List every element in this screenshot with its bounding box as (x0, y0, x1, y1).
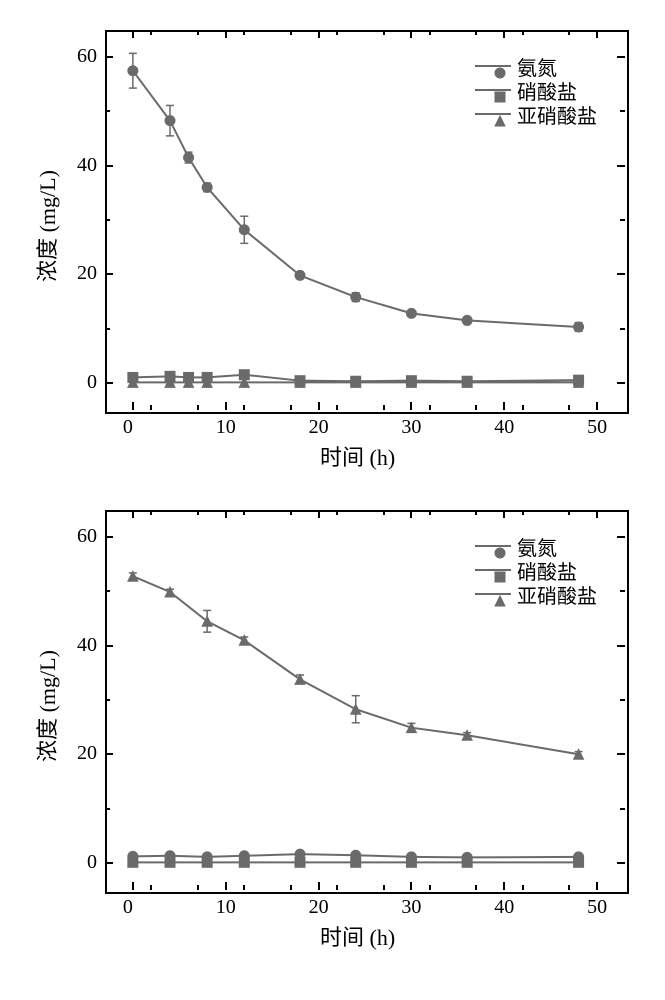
legend-item: 硝酸盐 (475, 78, 597, 102)
data-marker (351, 292, 361, 302)
legend-item: 硝酸盐 (475, 558, 597, 582)
chart-container: 浓度 (mg/L) 时间 (h) 010203040500204060氨氮硝酸盐… (20, 20, 645, 960)
legend-label: 亚硝酸盐 (517, 100, 597, 129)
data-marker (165, 587, 175, 597)
data-marker (128, 857, 138, 867)
data-marker (351, 704, 361, 714)
data-marker (574, 857, 584, 867)
data-marker (239, 225, 249, 235)
data-marker (574, 322, 584, 332)
x-axis-label: 时间 (h) (320, 920, 395, 952)
data-marker (165, 857, 175, 867)
legend-item: 氨氮 (475, 54, 597, 78)
legend-label: 亚硝酸盐 (517, 580, 597, 609)
data-marker (202, 182, 212, 192)
data-marker (295, 857, 305, 867)
x-axis-label: 时间 (h) (320, 440, 395, 472)
legend: 氨氮硝酸盐亚硝酸盐 (465, 48, 607, 132)
data-marker (462, 315, 472, 325)
legend-item: 亚硝酸盐 (475, 582, 597, 606)
data-marker (351, 857, 361, 867)
data-marker (406, 857, 416, 867)
legend-item: 氨氮 (475, 534, 597, 558)
data-marker (128, 66, 138, 76)
data-marker (406, 308, 416, 318)
data-marker (462, 857, 472, 867)
data-marker (295, 270, 305, 280)
data-marker (165, 116, 175, 126)
chart-bottom: 浓度 (mg/L) 时间 (h) 010203040500204060氨氮硝酸盐… (20, 500, 645, 960)
legend-item: 亚硝酸盐 (475, 102, 597, 126)
data-marker (239, 857, 249, 867)
data-marker (184, 153, 194, 163)
data-marker (202, 857, 212, 867)
legend: 氨氮硝酸盐亚硝酸盐 (465, 528, 607, 612)
chart-top: 浓度 (mg/L) 时间 (h) 010203040500204060氨氮硝酸盐… (20, 20, 645, 480)
